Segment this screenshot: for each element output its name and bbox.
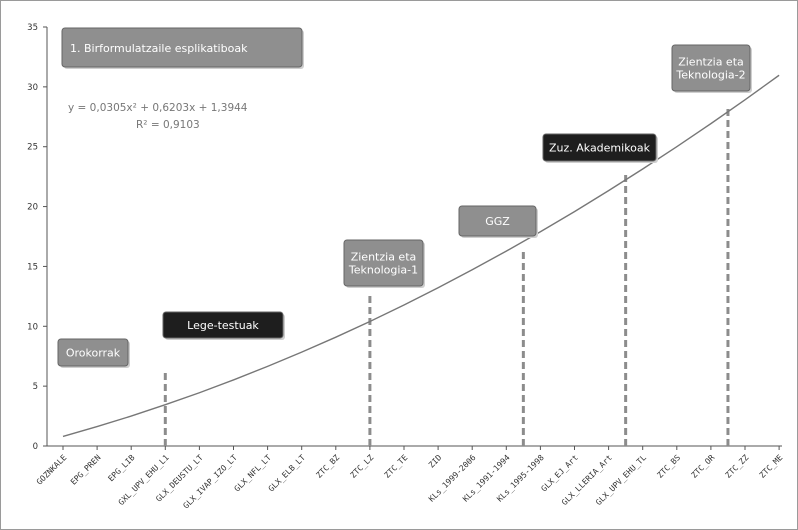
y-tick-label: 10 [27, 322, 38, 332]
x-category-label: ZTC_OR [690, 453, 717, 480]
y-tick-label: 35 [27, 23, 38, 33]
annotation-box: Orokorrak [57, 338, 130, 368]
annotation-label: Teknologia-2 [675, 68, 745, 81]
x-category-label: EPG_LIB [106, 453, 136, 483]
annotation-box-background [61, 27, 303, 68]
annotation-label: Orokorrak [66, 346, 121, 359]
y-tick-label: 30 [27, 83, 38, 93]
y-tick-label: 5 [33, 382, 38, 392]
trendline-equation: y = 0,0305x² + 0,6203x + 1,3944 [68, 102, 248, 114]
x-category-label: ZTC_ZZ [724, 453, 751, 480]
x-category-label: GOZNKALE [35, 453, 69, 487]
annotation-box-background [57, 338, 129, 367]
annotation-label: 1. Birformulatzaile esplikatiboak [70, 42, 248, 55]
annotation-box-background [671, 44, 751, 92]
y-tick-label: 0 [33, 442, 38, 452]
y-tick-label: 15 [27, 262, 38, 272]
x-category-label: ZTC_LZ [349, 453, 376, 480]
annotation-box: GGZ [458, 205, 538, 238]
annotation-box-background [542, 133, 657, 162]
annotation-box-background [458, 205, 537, 237]
annotation-box: 1. Birformulatzaile esplikatiboak [61, 27, 304, 69]
x-category-label: ZTC_BZ [314, 453, 341, 480]
y-tick-label: 25 [27, 143, 38, 153]
annotation-box-background [343, 239, 424, 287]
annotation-label: Teknologia-1 [348, 263, 418, 276]
x-category-label: EPG_PREN [69, 453, 103, 487]
x-category-label: ZTC_BS [655, 453, 682, 480]
x-category-label: GLX_ELB_LT [267, 453, 308, 494]
x-category-label: ZTC_TE [383, 453, 410, 480]
annotation-box-background [162, 311, 284, 339]
annotation-box: Zuz. Akademikoak [542, 133, 658, 163]
trend-series-line [62, 74, 780, 438]
annotation-label: GGZ [485, 215, 510, 228]
annotation-label: Zientzia eta [678, 55, 744, 68]
annotation-box: Lege-testuak [162, 311, 285, 340]
annotation-label: Lege-testuak [187, 319, 259, 332]
y-tick-label: 20 [27, 203, 38, 213]
x-category-label: ZTC_ME [758, 453, 785, 480]
x-category-label: ZID [427, 453, 444, 470]
annotation-label: Zuz. Akademikoak [549, 141, 651, 154]
annotation-label: Zientzia eta [351, 250, 417, 263]
trendline-r-squared: R² = 0,9103 [136, 119, 200, 131]
